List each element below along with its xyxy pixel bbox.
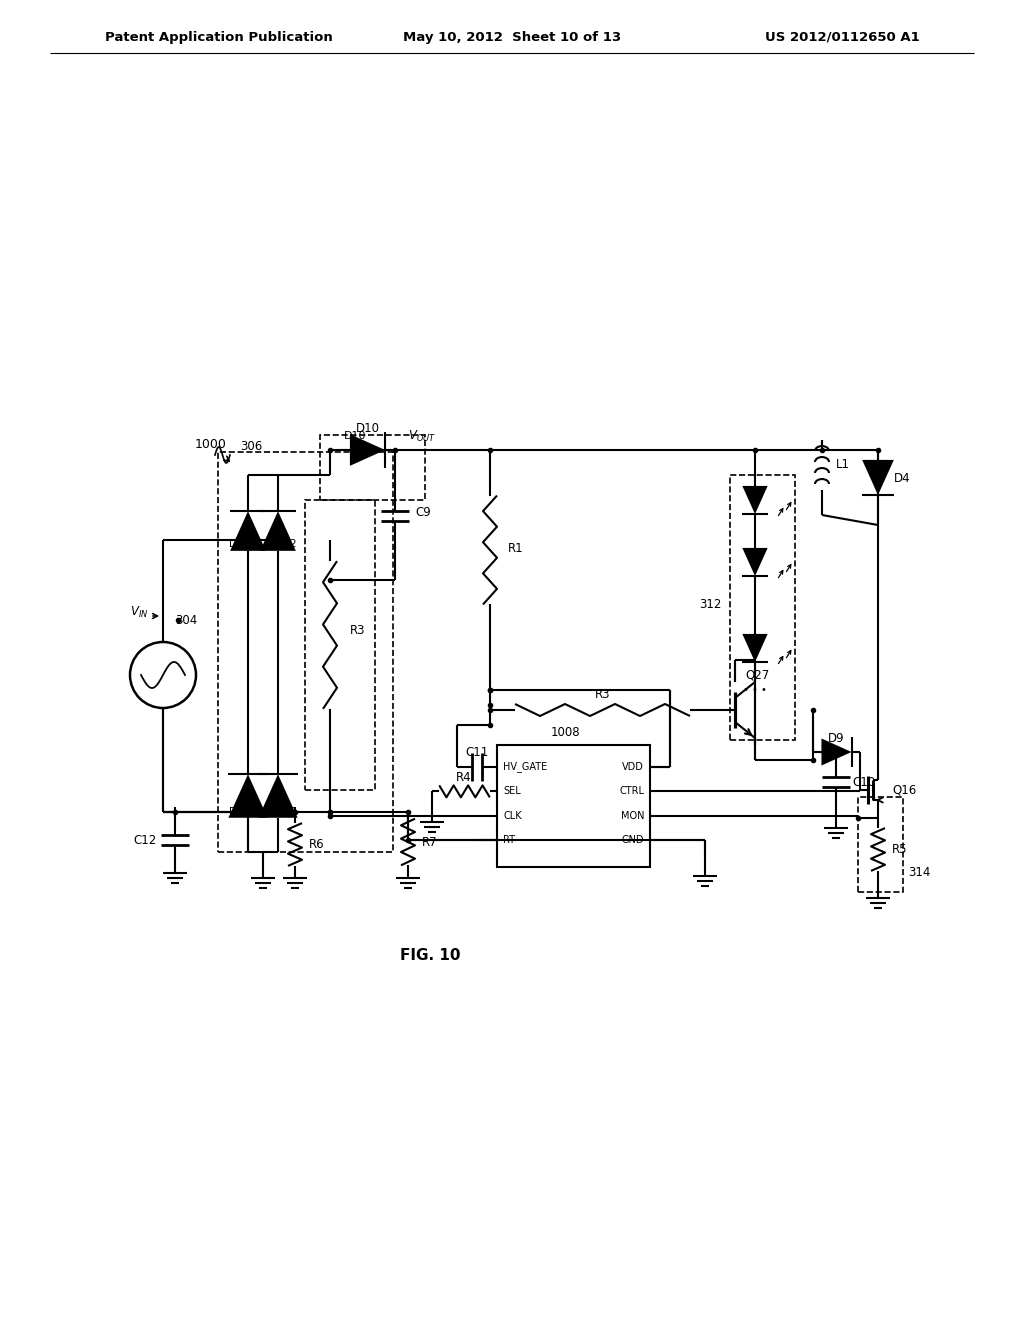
Text: C12: C12 bbox=[134, 833, 157, 846]
Text: R3: R3 bbox=[595, 689, 610, 701]
Polygon shape bbox=[258, 775, 298, 818]
Text: VDD: VDD bbox=[623, 762, 644, 772]
Text: R6: R6 bbox=[309, 837, 325, 850]
Text: HV_GATE: HV_GATE bbox=[503, 762, 547, 772]
Text: $V_{IN}$: $V_{IN}$ bbox=[130, 605, 148, 619]
Polygon shape bbox=[228, 775, 267, 818]
Polygon shape bbox=[821, 738, 852, 766]
Polygon shape bbox=[260, 511, 296, 550]
Text: 306: 306 bbox=[240, 440, 262, 453]
Text: Q27: Q27 bbox=[745, 668, 769, 681]
Text: 1000: 1000 bbox=[195, 438, 227, 451]
Bar bbox=[497, 744, 650, 867]
Text: R4: R4 bbox=[456, 771, 472, 784]
Polygon shape bbox=[862, 459, 894, 495]
Text: FIG. 10: FIG. 10 bbox=[399, 948, 460, 962]
Text: 304: 304 bbox=[175, 614, 198, 627]
Text: D2: D2 bbox=[282, 539, 297, 549]
Bar bbox=[305, 500, 375, 789]
Polygon shape bbox=[230, 511, 266, 550]
Text: MON: MON bbox=[621, 810, 644, 821]
Text: 314: 314 bbox=[908, 866, 931, 879]
Text: CTRL: CTRL bbox=[618, 787, 644, 796]
Text: RT: RT bbox=[503, 836, 515, 845]
Text: D9: D9 bbox=[827, 731, 845, 744]
Text: R5: R5 bbox=[892, 843, 907, 855]
Text: D10: D10 bbox=[356, 421, 380, 434]
Text: C9: C9 bbox=[415, 506, 431, 519]
Text: GND: GND bbox=[622, 836, 644, 845]
Text: D4: D4 bbox=[894, 471, 910, 484]
Text: R7: R7 bbox=[422, 836, 437, 849]
Text: • • •: • • • bbox=[743, 685, 767, 696]
Text: D8: D8 bbox=[282, 807, 297, 817]
Text: Patent Application Publication: Patent Application Publication bbox=[105, 30, 333, 44]
Text: R3: R3 bbox=[350, 623, 366, 636]
Polygon shape bbox=[742, 634, 768, 663]
Text: D1: D1 bbox=[229, 539, 244, 549]
Text: US 2012/0112650 A1: US 2012/0112650 A1 bbox=[765, 30, 920, 44]
Bar bbox=[319, 436, 425, 500]
Text: Q16: Q16 bbox=[892, 784, 916, 796]
Polygon shape bbox=[742, 548, 768, 576]
Text: May 10, 2012  Sheet 10 of 13: May 10, 2012 Sheet 10 of 13 bbox=[402, 30, 622, 44]
Text: D10: D10 bbox=[344, 432, 367, 441]
Text: SEL: SEL bbox=[503, 787, 521, 796]
Text: L1: L1 bbox=[836, 458, 850, 471]
Text: CLK: CLK bbox=[503, 810, 521, 821]
Bar bbox=[730, 475, 795, 741]
Polygon shape bbox=[350, 434, 385, 466]
Bar bbox=[218, 451, 393, 851]
Text: $V_{OUT}$: $V_{OUT}$ bbox=[408, 429, 436, 444]
Text: C11: C11 bbox=[465, 747, 488, 759]
Text: 1008: 1008 bbox=[550, 726, 580, 738]
Polygon shape bbox=[742, 486, 768, 513]
Bar bbox=[858, 797, 903, 892]
Text: 312: 312 bbox=[699, 598, 722, 611]
Text: C10: C10 bbox=[852, 776, 876, 788]
Text: D7: D7 bbox=[229, 807, 244, 817]
Text: R1: R1 bbox=[508, 541, 523, 554]
